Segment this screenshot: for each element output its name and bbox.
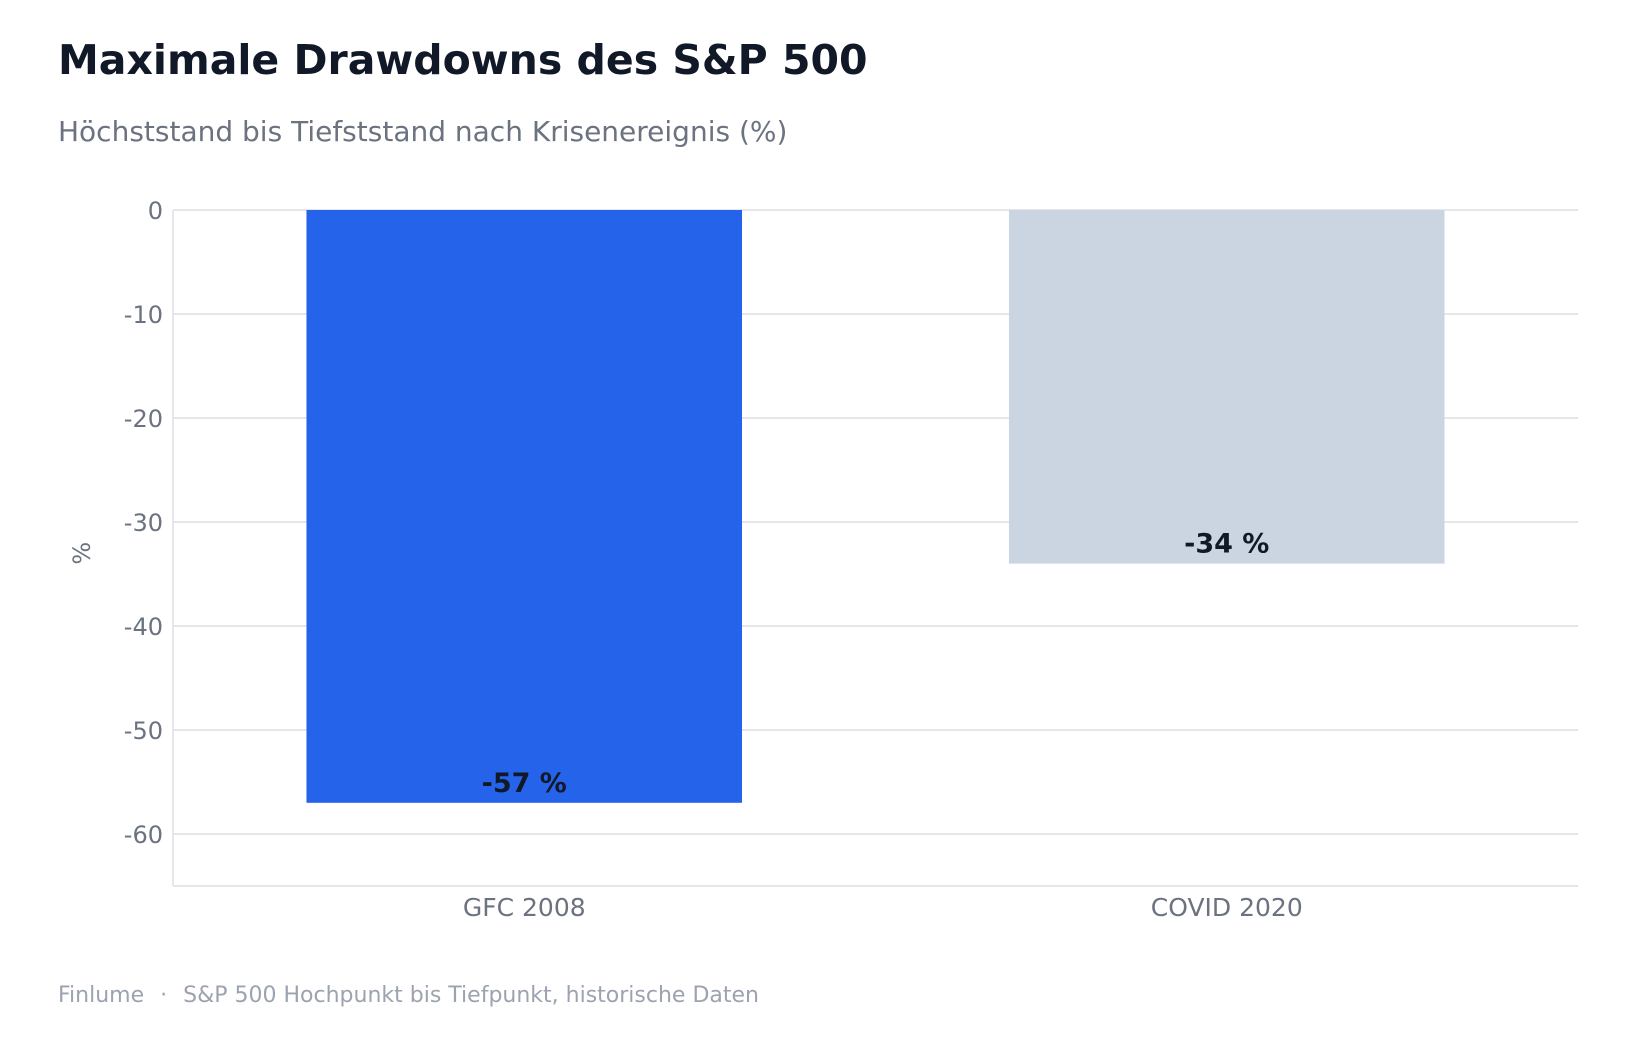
labels: -57 % GFC 2008 -34 % COVID 2020 [463, 529, 1303, 922]
chart-title: Maximale Drawdowns des S&P 500 [58, 36, 868, 84]
axes: 0 -10 -20 -30 -40 -50 -60% [68, 197, 1578, 887]
footer-separator: · [160, 983, 168, 1008]
y-axis-label: % [68, 542, 96, 565]
chart-subtitle: Höchststand bis Tiefststand nach Krisene… [58, 115, 788, 148]
y-tick-label: -20 [124, 405, 163, 433]
y-tick-label: -50 [124, 717, 163, 745]
data-label: -34 % [1184, 529, 1269, 560]
bar [1008, 210, 1445, 564]
y-tick-label: -30 [124, 509, 163, 537]
y-tick-label: -60 [124, 821, 163, 849]
x-tick-label: GFC 2008 [463, 893, 586, 922]
bars [306, 210, 1445, 803]
y-tick-label: -40 [124, 613, 163, 641]
footer-brand: Finlume [58, 983, 145, 1008]
y-tick-label: 0 [148, 197, 163, 225]
chart-footer: Finlume · S&P 500 Hochpunkt bis Tiefpunkt,… [58, 983, 759, 1008]
y-tick-label: -10 [124, 301, 163, 329]
footer-source: S&P 500 Hochpunkt bis Tiefpunkt, histori… [183, 983, 759, 1008]
x-tick-label: COVID 2020 [1151, 893, 1303, 922]
bar [306, 210, 743, 803]
data-label: -57 % [482, 768, 567, 799]
